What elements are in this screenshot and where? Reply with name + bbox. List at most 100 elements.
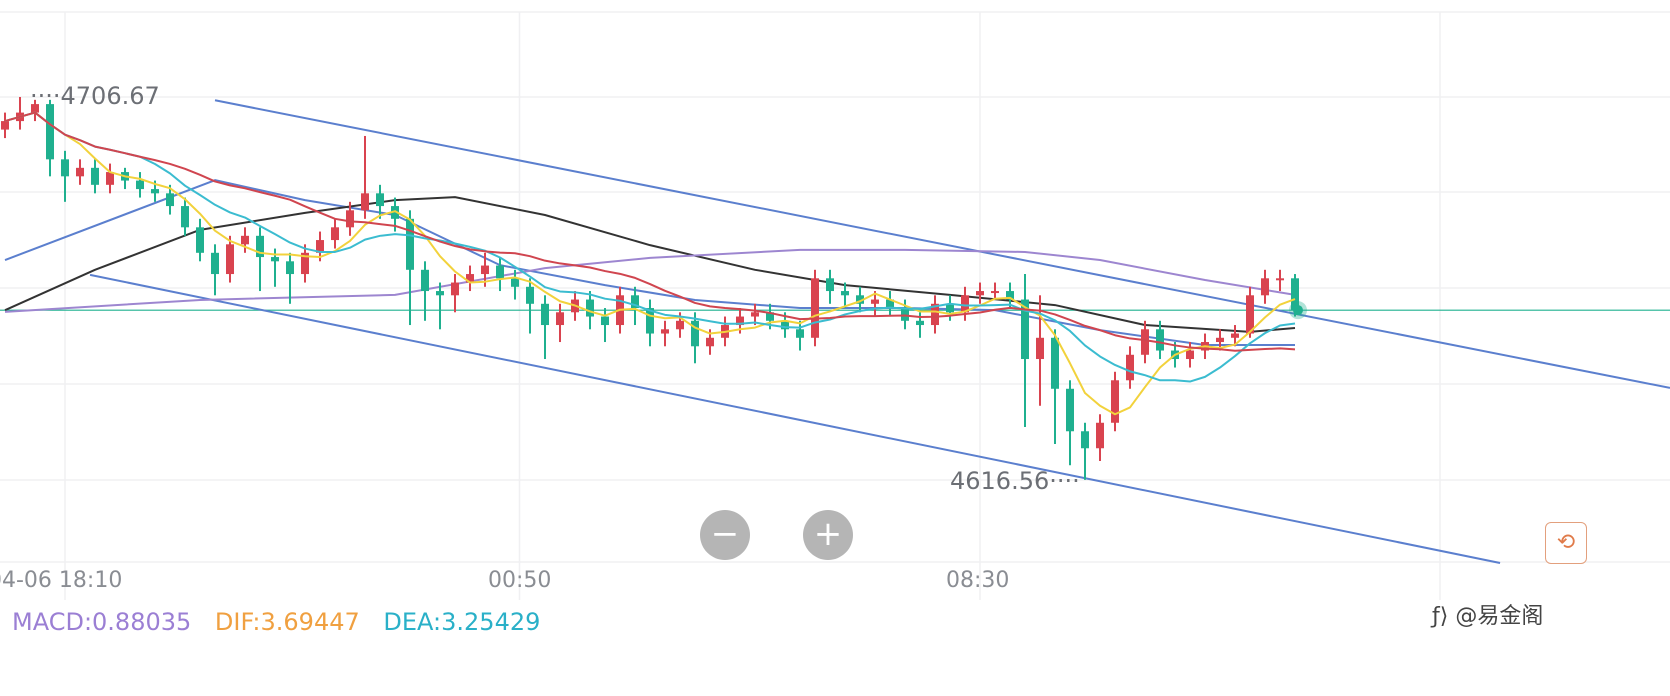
candle-body bbox=[451, 282, 459, 296]
candle-body bbox=[1141, 329, 1149, 355]
zoom-in-button[interactable]: + bbox=[803, 510, 853, 560]
candle-body bbox=[421, 269, 429, 292]
dea-value: DEA:3.25429 bbox=[383, 608, 541, 636]
candle-body bbox=[601, 316, 609, 326]
candle-body bbox=[661, 329, 669, 334]
candle-body bbox=[1156, 329, 1164, 351]
candle-body bbox=[886, 299, 894, 309]
channel-upper-line bbox=[214, 99, 1670, 389]
moving-average-line bbox=[4, 111, 1296, 416]
candle-body bbox=[361, 193, 369, 211]
candle-body bbox=[481, 265, 489, 275]
candle-body bbox=[796, 329, 804, 338]
dif-value: DIF:3.69447 bbox=[214, 608, 360, 636]
candle-body bbox=[376, 193, 384, 207]
candle-body bbox=[286, 261, 294, 275]
candle-body bbox=[466, 274, 474, 283]
candle-body bbox=[1036, 337, 1044, 360]
candle-body bbox=[271, 257, 279, 262]
candle-body bbox=[1021, 299, 1029, 360]
candle-body bbox=[1, 121, 9, 130]
candle-body bbox=[526, 286, 534, 304]
candle-body bbox=[136, 180, 144, 190]
macd-value: MACD:0.88035 bbox=[12, 608, 192, 636]
zoom-out-button[interactable]: − bbox=[700, 510, 750, 560]
candle-body bbox=[1231, 333, 1239, 338]
candle-body bbox=[1111, 380, 1119, 423]
candle-body bbox=[31, 104, 39, 113]
candle-body bbox=[541, 303, 549, 326]
candle-body bbox=[301, 252, 309, 275]
high-price-marker: ····4706.67 bbox=[30, 82, 160, 110]
history-clock-icon: ⟲ bbox=[1556, 530, 1576, 555]
candle-body bbox=[586, 299, 594, 317]
watermark-text: @易金阁 bbox=[1455, 604, 1544, 629]
candle-body bbox=[556, 312, 564, 326]
watermark-logo-icon: ƒ⟩ bbox=[1432, 604, 1449, 629]
candle-body bbox=[1081, 431, 1089, 449]
candle-body bbox=[106, 172, 114, 185]
macd-legend: MACD:0.88035 DIF:3.69447 DEA:3.25429 bbox=[12, 608, 556, 636]
candle-body bbox=[436, 291, 444, 296]
channel-lower-line bbox=[89, 273, 1501, 564]
candle-body bbox=[1261, 278, 1269, 296]
x-tick-label: 04-06 18:10 bbox=[0, 568, 123, 593]
x-tick-label: 08:30 bbox=[946, 568, 1010, 593]
moving-average-line bbox=[4, 248, 1296, 313]
candle-body bbox=[46, 104, 54, 160]
candle-body bbox=[226, 244, 234, 275]
candle-body bbox=[781, 320, 789, 330]
candle-body bbox=[91, 167, 99, 185]
moving-average-line bbox=[4, 111, 1296, 352]
candle-body bbox=[736, 316, 744, 326]
watermark: ƒ⟩ @易金阁 bbox=[1432, 598, 1543, 630]
candle-body bbox=[196, 227, 204, 253]
high-price-label: 4706.67 bbox=[60, 82, 160, 110]
candle-body bbox=[211, 252, 219, 275]
candle-body bbox=[811, 278, 819, 338]
low-price-marker: 4616.56···· bbox=[950, 467, 1080, 495]
candle-body bbox=[166, 193, 174, 207]
candle-body bbox=[646, 308, 654, 334]
candle-body bbox=[76, 167, 84, 177]
candle-body bbox=[931, 303, 939, 326]
candle-body bbox=[61, 159, 69, 177]
candle-body bbox=[1186, 350, 1194, 360]
candle-body bbox=[766, 312, 774, 321]
history-button[interactable]: ⟲ bbox=[1545, 522, 1587, 564]
candle-body bbox=[1216, 337, 1224, 343]
candle-body bbox=[676, 320, 684, 330]
candle-body bbox=[1066, 388, 1074, 432]
candle-body bbox=[496, 265, 504, 279]
candle-body bbox=[856, 295, 864, 304]
candle-body bbox=[151, 189, 159, 194]
moving-average-line bbox=[4, 196, 1296, 333]
candle-body bbox=[241, 235, 249, 245]
candle-body bbox=[346, 210, 354, 228]
candle-body bbox=[991, 291, 999, 294]
candle-body bbox=[1291, 278, 1299, 311]
moving-average-line bbox=[4, 111, 1296, 383]
candle-body bbox=[826, 278, 834, 292]
candle-body bbox=[406, 218, 414, 270]
candle-body bbox=[1276, 278, 1284, 281]
candle-body bbox=[1096, 422, 1104, 449]
candle-body bbox=[181, 206, 189, 228]
candle-body bbox=[841, 291, 849, 296]
candle-body bbox=[1246, 295, 1254, 334]
candle-body bbox=[871, 299, 879, 304]
candle-body bbox=[256, 235, 264, 258]
candle-body bbox=[976, 291, 984, 296]
candle-body bbox=[331, 227, 339, 241]
current-price-dot bbox=[1293, 305, 1303, 316]
candlestick-chart[interactable] bbox=[0, 0, 1670, 600]
candle-body bbox=[316, 240, 324, 253]
candle-body bbox=[511, 278, 519, 287]
candle-body bbox=[1126, 354, 1134, 381]
candle-body bbox=[946, 303, 954, 313]
candle-body bbox=[961, 295, 969, 313]
candle-body bbox=[706, 337, 714, 347]
candle-body bbox=[1051, 337, 1059, 389]
candle-body bbox=[751, 312, 759, 317]
low-price-label: 4616.56 bbox=[950, 467, 1050, 495]
